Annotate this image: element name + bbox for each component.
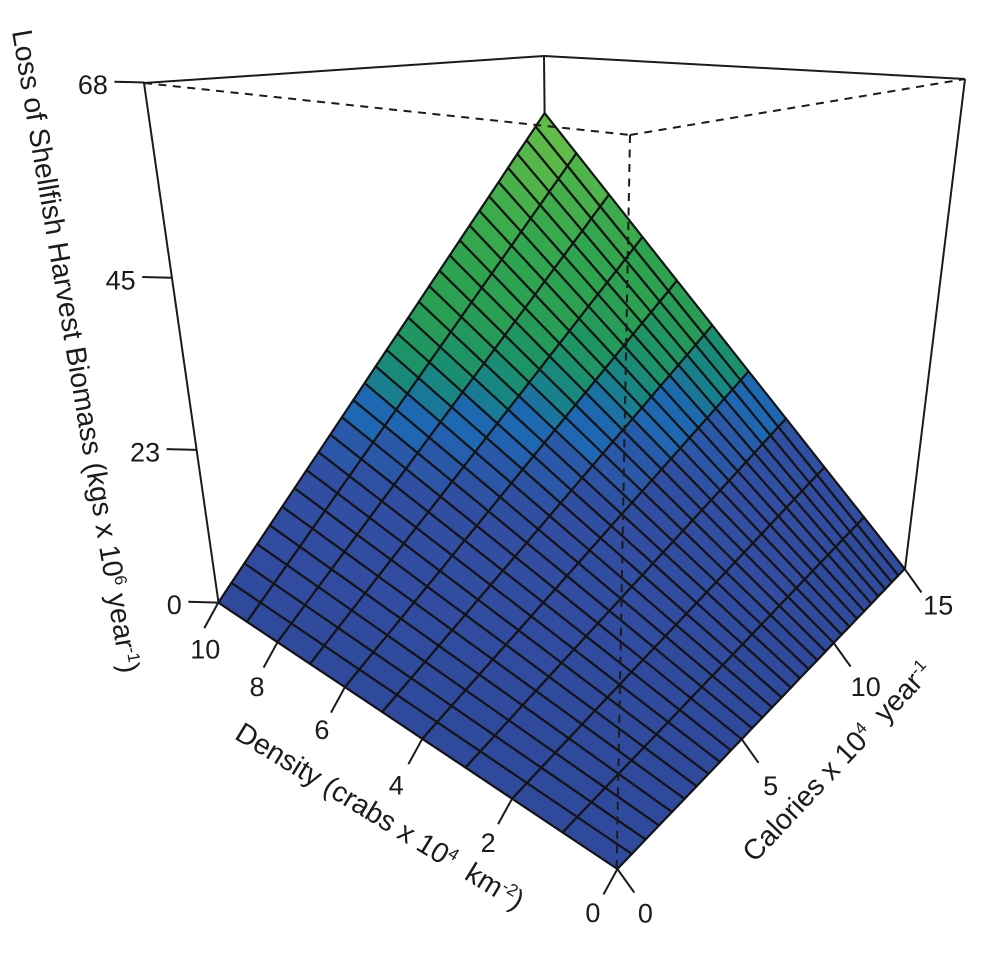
svg-text:45: 45 [106,265,136,295]
svg-text:68: 68 [78,70,108,100]
svg-text:5: 5 [763,771,778,801]
svg-text:0: 0 [585,898,600,928]
svg-text:0: 0 [167,590,182,620]
svg-text:23: 23 [130,437,160,467]
svg-text:10: 10 [851,672,881,702]
svg-text:8: 8 [249,672,264,702]
svg-text:15: 15 [923,591,953,621]
svg-text:0: 0 [638,898,653,928]
svg-text:6: 6 [314,715,329,745]
svg-text:10: 10 [190,634,220,664]
svg-text:4: 4 [389,771,404,801]
svg-text:2: 2 [481,828,496,858]
